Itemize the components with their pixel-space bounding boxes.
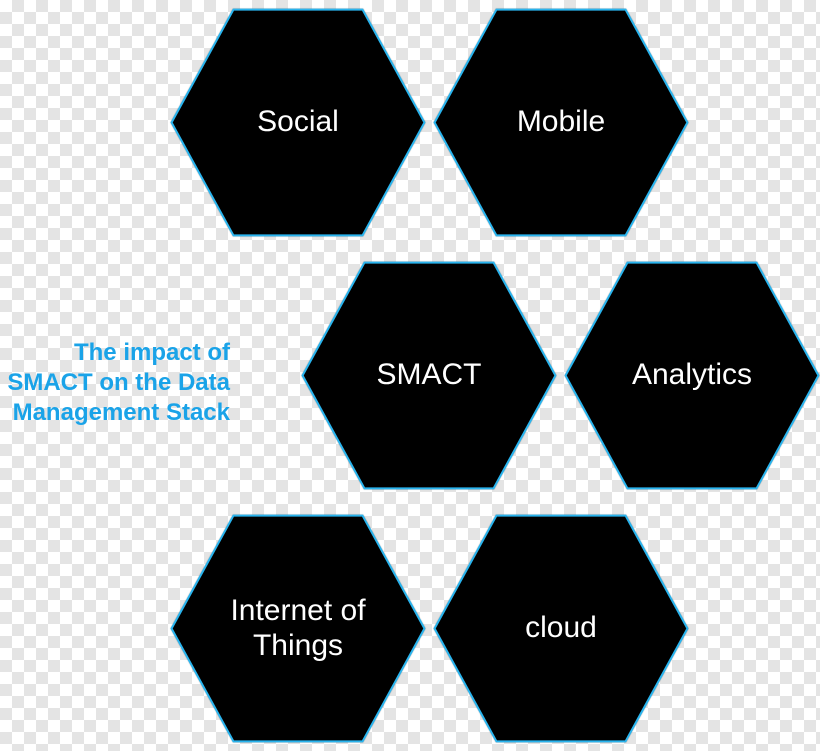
hex-social: Social [169,7,427,238]
hex-analytics: Analytics [563,260,820,491]
diagram-title: The impact of SMACT on the Data Manageme… [0,338,230,428]
hex-iot: Internet of Things [169,513,427,744]
hex-cloud: cloud [432,513,690,744]
hex-mobile: Mobile [432,7,690,238]
diagram-stage: The impact of SMACT on the Data Manageme… [0,0,820,751]
hex-smact: SMACT [300,260,558,491]
